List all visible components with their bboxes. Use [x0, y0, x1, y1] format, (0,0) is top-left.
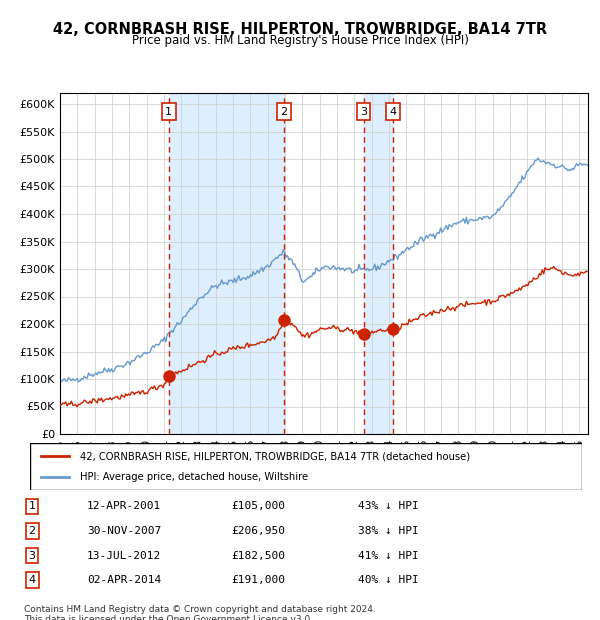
Bar [364, 93, 393, 434]
Text: 4: 4 [29, 575, 36, 585]
Text: 40% ↓ HPI: 40% ↓ HPI [358, 575, 418, 585]
Text: 43% ↓ HPI: 43% ↓ HPI [358, 502, 418, 512]
Text: Contains HM Land Registry data © Crown copyright and database right 2024.
This d: Contains HM Land Registry data © Crown c… [24, 604, 376, 620]
Text: £191,000: £191,000 [231, 575, 285, 585]
Text: 3: 3 [29, 551, 35, 560]
Text: 1: 1 [165, 107, 172, 117]
FancyBboxPatch shape [30, 443, 582, 490]
Bar [169, 93, 284, 434]
Text: 42, CORNBRASH RISE, HILPERTON, TROWBRIDGE, BA14 7TR (detached house): 42, CORNBRASH RISE, HILPERTON, TROWBRIDG… [80, 451, 470, 461]
Text: 02-APR-2014: 02-APR-2014 [87, 575, 161, 585]
Text: Price paid vs. HM Land Registry's House Price Index (HPI): Price paid vs. HM Land Registry's House … [131, 34, 469, 47]
Text: 4: 4 [389, 107, 397, 117]
Text: 12-APR-2001: 12-APR-2001 [87, 502, 161, 512]
Text: 1: 1 [29, 502, 35, 512]
Text: 38% ↓ HPI: 38% ↓ HPI [358, 526, 418, 536]
Text: £182,500: £182,500 [231, 551, 285, 560]
Text: 41% ↓ HPI: 41% ↓ HPI [358, 551, 418, 560]
Text: 3: 3 [360, 107, 367, 117]
Text: £105,000: £105,000 [231, 502, 285, 512]
Text: 13-JUL-2012: 13-JUL-2012 [87, 551, 161, 560]
Text: 42, CORNBRASH RISE, HILPERTON, TROWBRIDGE, BA14 7TR: 42, CORNBRASH RISE, HILPERTON, TROWBRIDG… [53, 22, 547, 37]
Text: 2: 2 [29, 526, 36, 536]
Text: HPI: Average price, detached house, Wiltshire: HPI: Average price, detached house, Wilt… [80, 472, 308, 482]
Text: 2: 2 [280, 107, 287, 117]
Text: £206,950: £206,950 [231, 526, 285, 536]
Text: 30-NOV-2007: 30-NOV-2007 [87, 526, 161, 536]
